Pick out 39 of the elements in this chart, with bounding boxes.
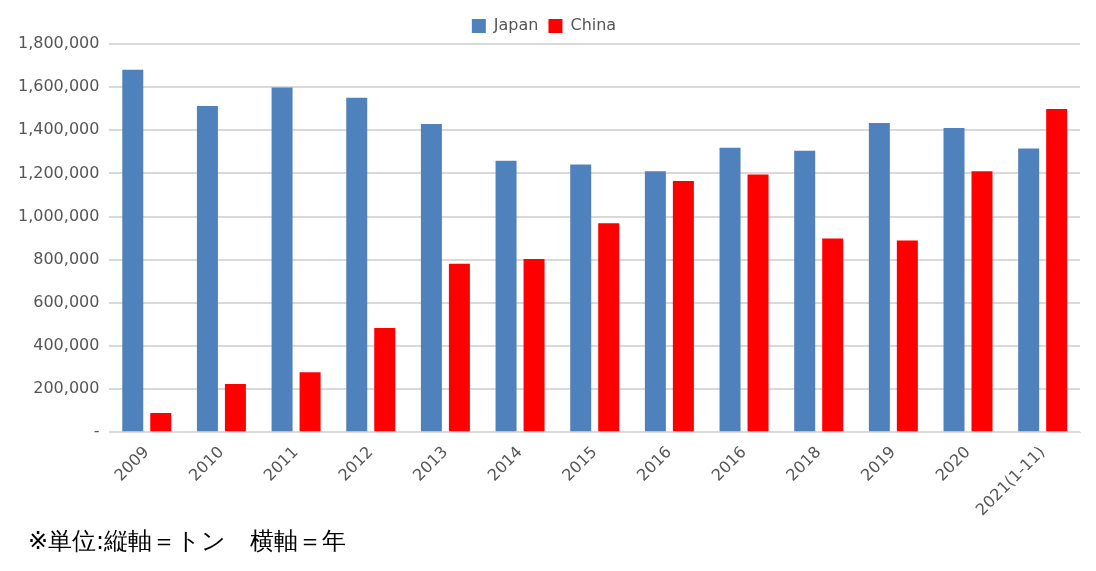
bar — [523, 258, 545, 432]
bar — [224, 384, 246, 432]
bar — [448, 263, 470, 432]
bar — [943, 127, 965, 432]
bar — [196, 105, 218, 432]
bar — [346, 97, 368, 432]
legend-label: Japan — [492, 15, 539, 35]
bar — [1046, 108, 1068, 432]
y-tick-label: 800,000 — [33, 248, 100, 268]
bar — [495, 160, 517, 432]
bar — [719, 147, 741, 432]
y-tick-label: - — [93, 421, 100, 441]
y-tick-label: 200,000 — [33, 378, 100, 398]
bar — [644, 171, 666, 432]
y-tick-label: 400,000 — [33, 335, 100, 355]
bar — [570, 164, 592, 432]
y-tick-label: 1,800,000 — [17, 33, 100, 53]
y-tick-label: 1,400,000 — [17, 119, 100, 139]
bar — [896, 240, 918, 432]
bar — [868, 122, 890, 432]
bar — [299, 372, 321, 432]
y-tick-label: 1,600,000 — [17, 76, 100, 96]
bar — [747, 174, 769, 432]
bar — [271, 87, 293, 432]
bar — [150, 412, 172, 432]
y-tick-label: 600,000 — [33, 291, 100, 311]
legend-label: China — [570, 15, 617, 35]
y-tick-label: 1,000,000 — [17, 205, 100, 225]
bar — [672, 180, 694, 432]
bar — [971, 171, 993, 432]
bar — [1018, 148, 1040, 432]
bar — [598, 223, 620, 432]
y-tick-label: 1,200,000 — [17, 162, 100, 182]
bar — [122, 69, 144, 432]
bar — [822, 238, 844, 432]
bar — [374, 327, 396, 432]
bar — [420, 124, 442, 432]
text: ※単位:縦軸＝トン 横軸＝年 — [27, 526, 348, 557]
bar — [794, 150, 816, 432]
